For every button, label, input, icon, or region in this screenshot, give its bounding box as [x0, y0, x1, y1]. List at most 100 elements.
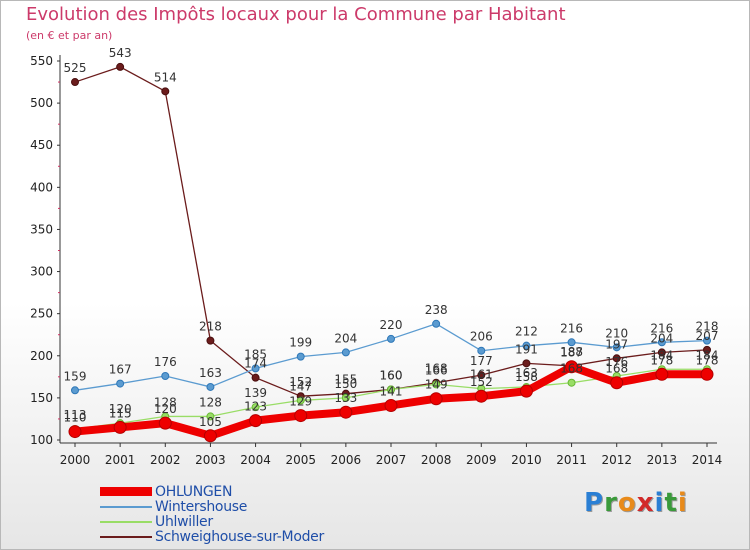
legend-label: Schweighouse-sur-Moder [155, 529, 324, 545]
data-point [432, 319, 441, 328]
data-label: 168 [605, 362, 628, 376]
data-point [519, 384, 533, 398]
data-label: 525 [64, 61, 87, 75]
data-label: 133 [334, 391, 357, 405]
data-label: 158 [515, 370, 538, 384]
data-point [71, 78, 79, 87]
data-point [432, 380, 441, 389]
data-label: 177 [470, 354, 493, 368]
y-tick-label: 200 [30, 349, 53, 363]
data-label: 115 [109, 406, 132, 420]
data-label: 152 [289, 375, 312, 389]
data-point [657, 338, 666, 347]
data-point [206, 336, 215, 345]
data-point [116, 62, 125, 71]
data-label: 206 [470, 330, 493, 344]
data-label: 149 [425, 378, 448, 392]
data-label: 163 [199, 366, 222, 380]
data-point [474, 389, 488, 403]
data-point [158, 416, 172, 430]
data-point [68, 425, 82, 439]
data-point [703, 345, 711, 354]
y-tick-label: 500 [30, 96, 53, 110]
data-point [341, 348, 350, 357]
x-tick-label: 2012 [601, 453, 632, 467]
data-point [71, 386, 79, 395]
data-label: 187 [560, 346, 583, 360]
legend-swatch [100, 487, 152, 496]
x-tick-label: 2008 [421, 453, 452, 467]
chart-title: Evolution des Impôts locaux pour la Comm… [26, 4, 566, 25]
data-point [565, 360, 579, 374]
data-label: 188 [560, 345, 583, 359]
data-label: 216 [560, 321, 583, 335]
data-label: 152 [470, 375, 493, 389]
data-label: 191 [515, 342, 538, 356]
data-point [203, 429, 217, 443]
data-label: 216 [650, 321, 673, 335]
data-label: 204 [650, 331, 673, 345]
data-point [161, 87, 170, 96]
data-label: 212 [515, 325, 538, 339]
x-tick-label: 2011 [556, 453, 587, 467]
y-tick-label: 550 [30, 54, 53, 68]
data-point [567, 338, 576, 347]
data-label: 167 [109, 363, 132, 377]
x-tick-label: 2013 [647, 453, 678, 467]
data-point [296, 352, 305, 361]
x-tick-label: 2004 [240, 453, 271, 467]
chart-subtitle: (en € et par an) [26, 29, 113, 42]
data-point [387, 385, 395, 394]
data-point [567, 378, 576, 387]
data-point [206, 382, 215, 391]
data-label: 204 [334, 331, 357, 345]
legend-label: Uhlwiller [155, 514, 213, 530]
logo-letter: i [677, 488, 688, 518]
data-point [700, 367, 714, 381]
data-point [477, 371, 486, 380]
x-tick-label: 2003 [195, 453, 226, 467]
y-tick-label: 150 [30, 391, 53, 405]
logo-letter: x [636, 488, 655, 518]
data-label: 514 [154, 70, 177, 84]
y-tick-label: 250 [30, 307, 53, 321]
proxiti-logo: Proxiti [584, 488, 688, 518]
logo-letter: o [617, 488, 637, 518]
data-point [294, 409, 308, 423]
x-tick-label: 2014 [692, 453, 723, 467]
data-point [612, 354, 621, 363]
data-label: 184 [696, 348, 719, 362]
x-tick-label: 2005 [285, 453, 316, 467]
data-label: 178 [696, 353, 719, 367]
data-point [610, 376, 624, 390]
data-point [477, 346, 486, 355]
data-label: 110 [64, 411, 87, 425]
data-label: 129 [289, 395, 312, 409]
data-point [384, 398, 398, 412]
y-tick-label: 450 [30, 138, 53, 152]
data-point [113, 420, 127, 434]
data-point [657, 348, 666, 357]
data-label: 543 [109, 46, 132, 60]
data-label: 218 [199, 320, 222, 334]
data-label: 161 [470, 368, 493, 382]
data-label: 150 [334, 377, 357, 391]
data-label: 220 [380, 318, 403, 332]
data-label: 199 [289, 336, 312, 350]
y-tick-label: 100 [30, 433, 53, 447]
data-point [116, 379, 125, 388]
logo-letter: t [664, 488, 678, 518]
data-label: 155 [334, 373, 357, 387]
data-point [251, 403, 260, 412]
data-label: 197 [605, 337, 628, 351]
data-label: 128 [154, 395, 177, 409]
data-point [655, 367, 669, 381]
data-label: 120 [109, 402, 132, 416]
data-label: 123 [244, 400, 267, 414]
data-label: 120 [154, 402, 177, 416]
y-tick-label: 300 [30, 265, 53, 279]
data-label: 160 [380, 368, 403, 382]
data-point [249, 414, 263, 428]
